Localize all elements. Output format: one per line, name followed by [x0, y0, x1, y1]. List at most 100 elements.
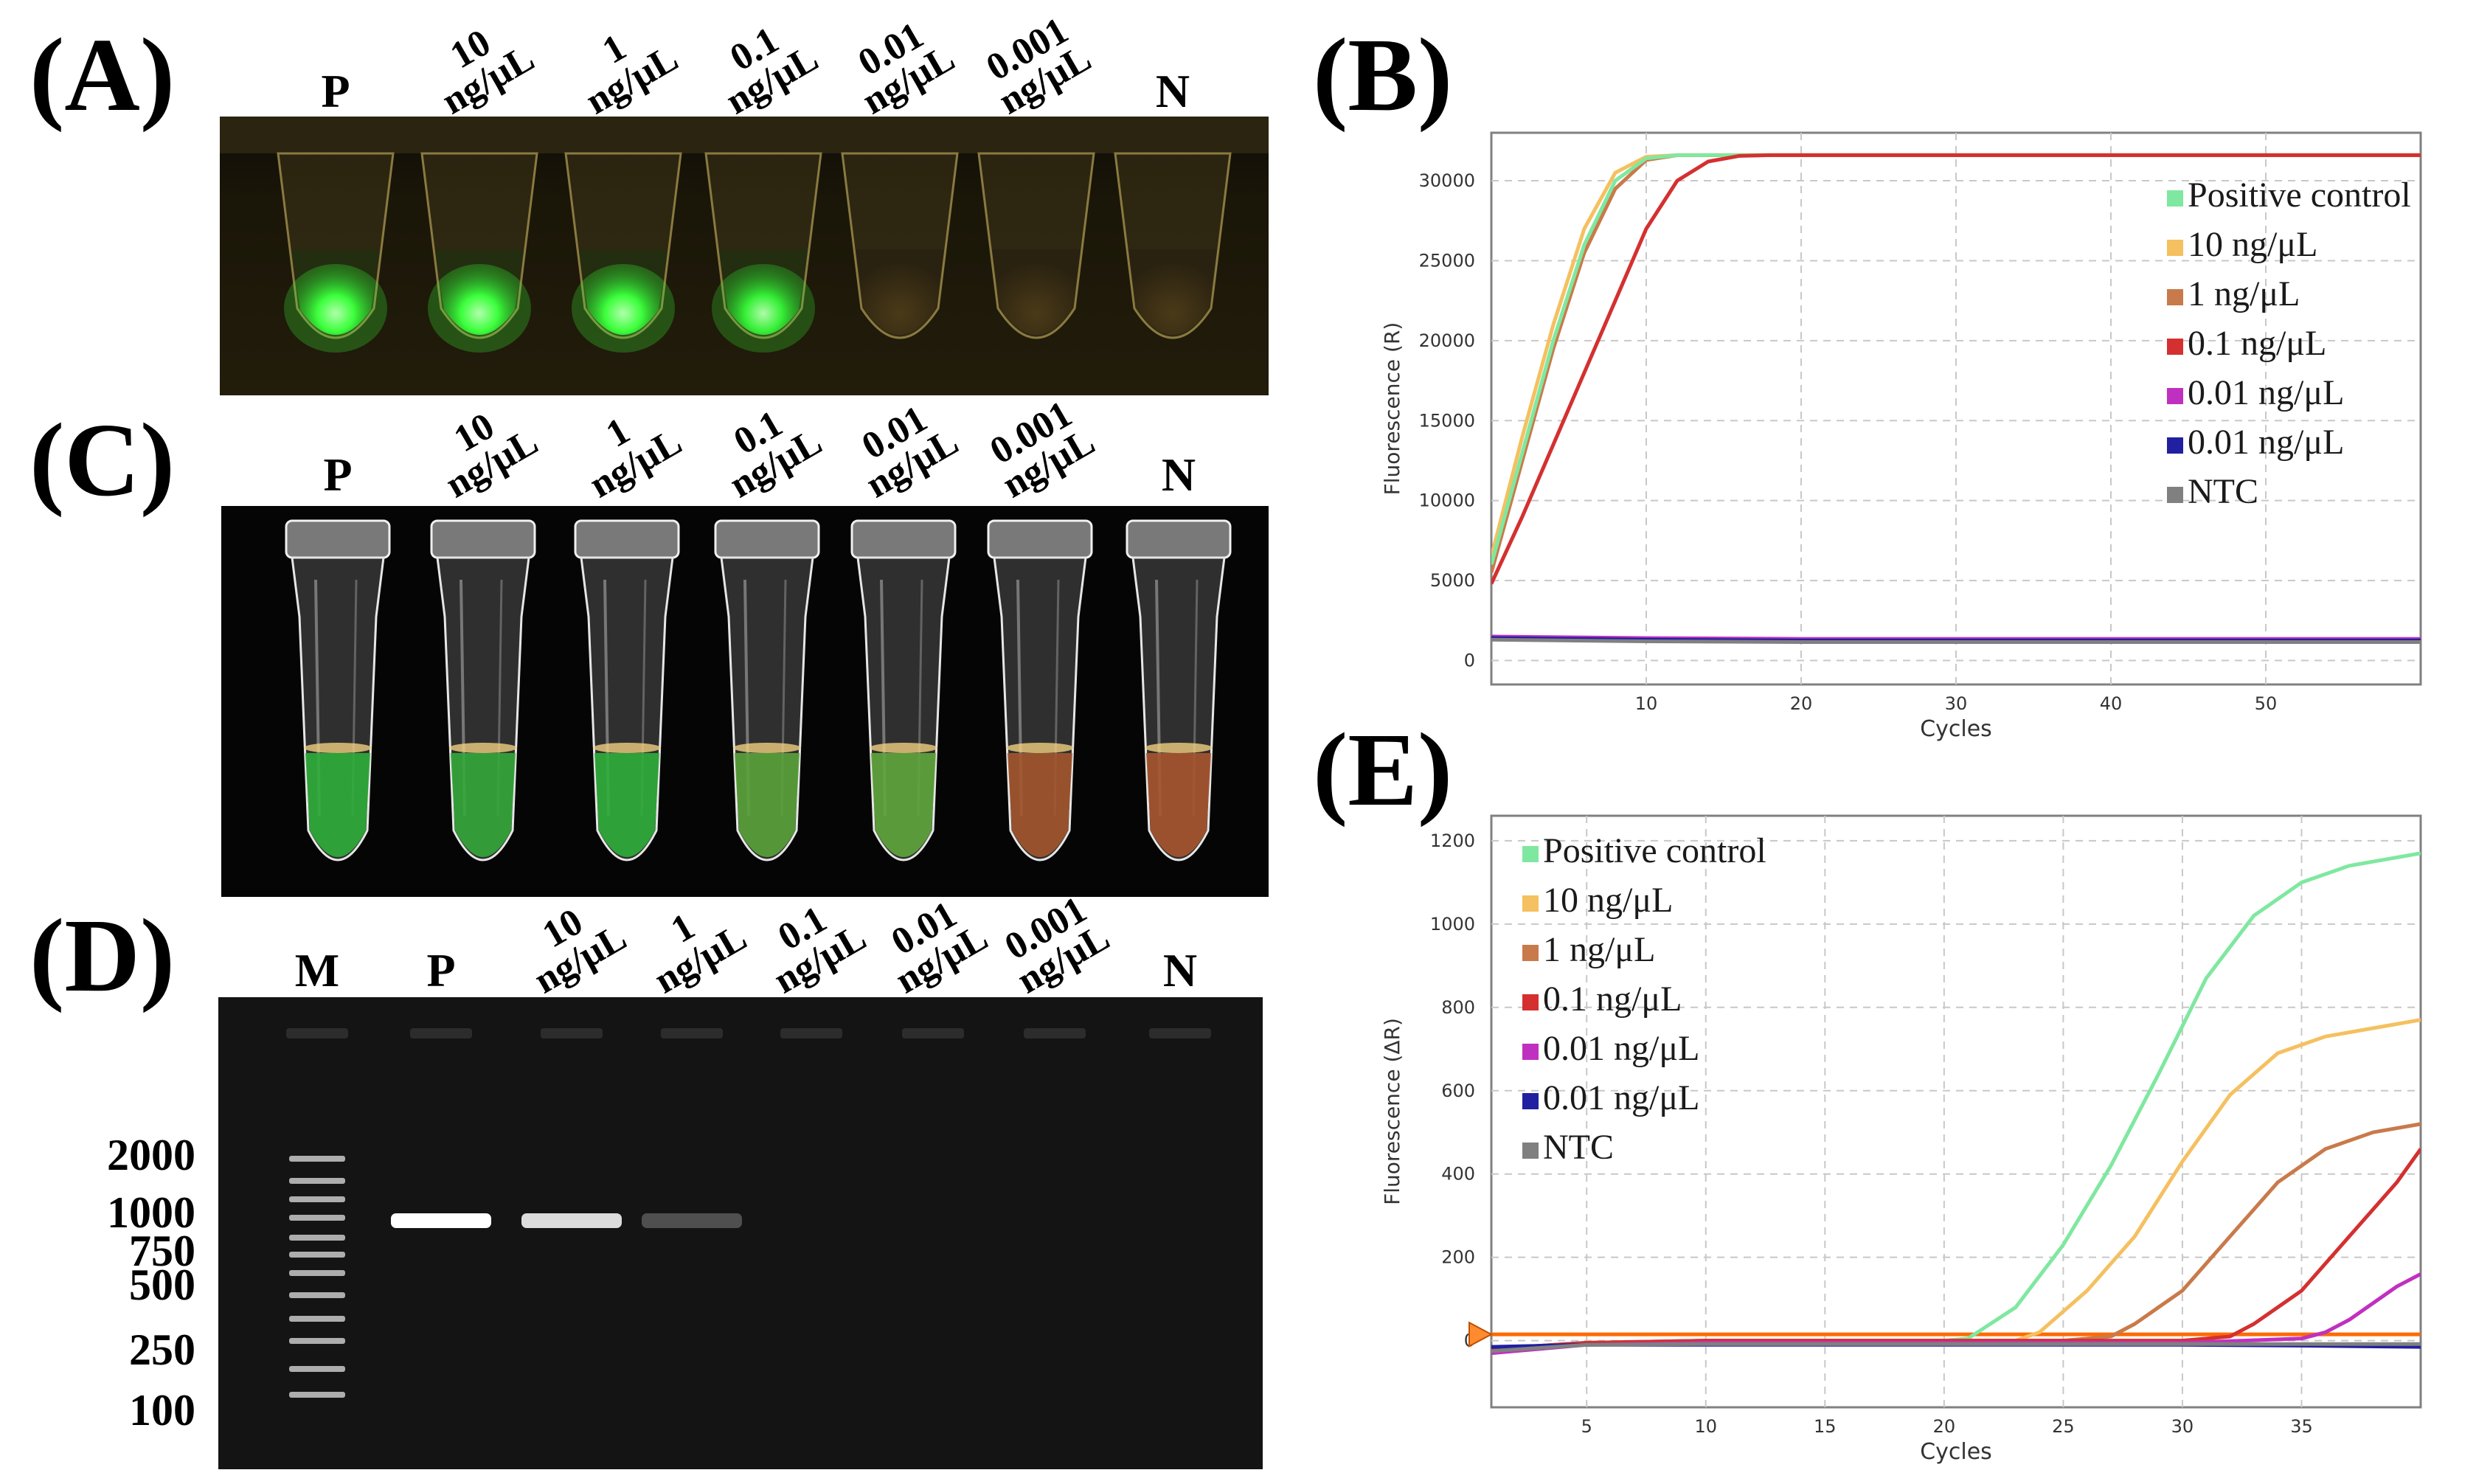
x-tick-label-1: 20	[1790, 693, 1813, 714]
legend-swatch-0	[2167, 190, 2183, 207]
panel-d-well-6	[1024, 1028, 1086, 1039]
x-tick-label-4: 25	[2052, 1416, 2075, 1437]
legend-swatch-0	[1522, 846, 1539, 862]
panel-d-ladder-band-7	[289, 1292, 345, 1298]
panel-d-ladder-band-10	[289, 1366, 345, 1372]
legend-label-4: 0.01 ng/μL	[2188, 373, 2344, 412]
panel-d-label: (D)	[30, 897, 176, 1013]
panel-e-chart: 5101520253035020040060080010001200Cycles…	[1380, 814, 2422, 1465]
panel-d-band-1	[521, 1213, 622, 1228]
panel-d-ladder-band-0	[289, 1156, 345, 1162]
panel-b-label: (B)	[1313, 16, 1453, 133]
panel-d-gel-bands	[286, 1028, 1211, 1398]
panel-a-lane-label-1: 10 ng/μL	[404, 1, 555, 128]
panel-d-ladder-band-3	[289, 1215, 345, 1221]
panel-d-lane-label-7: N	[1162, 944, 1198, 996]
legend-swatch-6	[2167, 487, 2183, 503]
x-tick-label-3: 20	[1933, 1416, 1956, 1437]
panel-c-tube-5	[987, 519, 1093, 861]
legend-swatch-5	[1522, 1093, 1539, 1109]
plot-area	[1490, 814, 2422, 1409]
y-tick-label-5: 25000	[1419, 250, 1475, 271]
panel-c-tube-1	[430, 519, 536, 861]
panel-a-lane-label-4: 0.01 ng/μL	[825, 1, 975, 128]
panel-c-label: (C)	[30, 401, 176, 518]
y-tick-label-2: 10000	[1419, 490, 1475, 511]
panel-d-ladder-label-1: 1000	[107, 1188, 195, 1237]
panel-d-gel	[218, 997, 1263, 1469]
legend-label-1: 10 ng/μL	[1543, 881, 1673, 920]
panel-d-band-2	[642, 1213, 742, 1228]
panel-a-tube-3	[704, 152, 822, 353]
legend-label-2: 1 ng/μL	[1543, 930, 1655, 969]
panel-d-lane-label-1: P	[426, 944, 456, 996]
x-tick-label-3: 40	[2100, 693, 2123, 714]
panel-a-label: (A)	[30, 16, 176, 133]
y-tick-label-4: 20000	[1419, 330, 1475, 351]
panel-d-well-0	[286, 1028, 348, 1039]
panel-c-lane-label-4: 0.01 ng/μL	[828, 384, 979, 512]
series-line-3	[1491, 153, 2421, 585]
panel-c-lane-label-0: P	[323, 448, 353, 501]
legend-label-1: 10 ng/μL	[2188, 225, 2317, 264]
panel-d-well-5	[902, 1028, 964, 1039]
x-tick-label-0: 10	[1635, 693, 1658, 714]
panel-d-ladder-band-4	[289, 1235, 345, 1241]
legend-swatch-6	[1522, 1143, 1539, 1159]
panel-a-lane-label-3: 0.1 ng/μL	[688, 1, 839, 128]
x-tick-label-5: 30	[2171, 1416, 2194, 1437]
panel-a-tube-6	[1114, 152, 1232, 339]
panel-e-label: (E)	[1313, 711, 1453, 828]
legend-swatch-5	[2167, 437, 2183, 454]
panel-d-well-3	[661, 1028, 723, 1039]
panel-a-lane-label-5: 0.001 ng/μL	[961, 1, 1112, 128]
panel-d-ladder-label-3: 500	[129, 1261, 195, 1309]
panel-c-tube-3	[714, 519, 820, 861]
panel-a-tubes	[220, 117, 1269, 353]
panel-d-ladder-band-2	[289, 1196, 345, 1202]
legend-label-5: 0.01 ng/μL	[1543, 1078, 1699, 1117]
panel-c-tube-6	[1126, 519, 1232, 861]
legend-label-3: 0.1 ng/μL	[2188, 324, 2326, 363]
x-tick-label-2: 30	[1945, 693, 1968, 714]
panel-a-tube-4	[841, 152, 959, 339]
panel-a-tube-2	[564, 152, 682, 353]
legend-swatch-1	[2167, 240, 2183, 256]
series-line-3	[1491, 1148, 2421, 1351]
panel-a-tube-1	[420, 152, 538, 353]
legend-label-5: 0.01 ng/μL	[2188, 423, 2344, 462]
y-tick-label-5: 1000	[1430, 914, 1475, 935]
panel-c-lane-label-1: 10 ng/μL	[408, 384, 558, 512]
panel-d-ladder-label-2: 750	[129, 1227, 195, 1275]
panel-d-well-2	[541, 1028, 603, 1039]
legend-label-2: 1 ng/μL	[2188, 274, 2300, 313]
panel-a-lane-label-2: 1 ng/μL	[548, 1, 698, 128]
series-line-6	[1491, 637, 2421, 644]
panel-a-photo	[220, 117, 1269, 395]
y-tick-label-2: 400	[1441, 1164, 1475, 1185]
panel-d-ladder-label-0: 2000	[107, 1131, 195, 1179]
series-line-2	[1491, 153, 2421, 566]
panel-d-lane-label-6: 0.001 ng/μL	[979, 880, 1130, 1008]
x-tick-label-4: 50	[2255, 693, 2278, 714]
panel-d-ladder-band-5	[289, 1252, 345, 1258]
legend-label-4: 0.01 ng/μL	[1543, 1029, 1699, 1068]
panel-c-lane-label-6: N	[1161, 448, 1196, 501]
y-tick-label-3: 600	[1441, 1081, 1475, 1101]
y-tick-label-1: 5000	[1430, 570, 1475, 591]
y-axis-label: Fluorescence (R)	[1380, 322, 1404, 496]
legend-swatch-2	[1522, 945, 1539, 961]
panel-c-photo	[221, 506, 1269, 897]
threshold-marker[interactable]	[1468, 1321, 1494, 1348]
legend-swatch-3	[2167, 339, 2183, 355]
panel-d-lane-label-0: M	[294, 944, 340, 996]
y-tick-label-6: 30000	[1419, 170, 1475, 191]
x-tick-label-6: 35	[2290, 1416, 2313, 1437]
panel-c-lane-label-5: 0.001 ng/μL	[965, 384, 1115, 512]
panel-d-well-1	[410, 1028, 472, 1039]
series-line-6	[1491, 1342, 2421, 1353]
panel-b-chart: 10 20 30 40 50 0 5000 10000 15000 20000 25000 30000…	[1380, 131, 2422, 742]
legend-label-3: 0.1 ng/μL	[1543, 979, 1682, 1019]
panel-a-tube-5	[977, 152, 1095, 339]
panel-a-lane-label-0: P	[321, 65, 350, 117]
